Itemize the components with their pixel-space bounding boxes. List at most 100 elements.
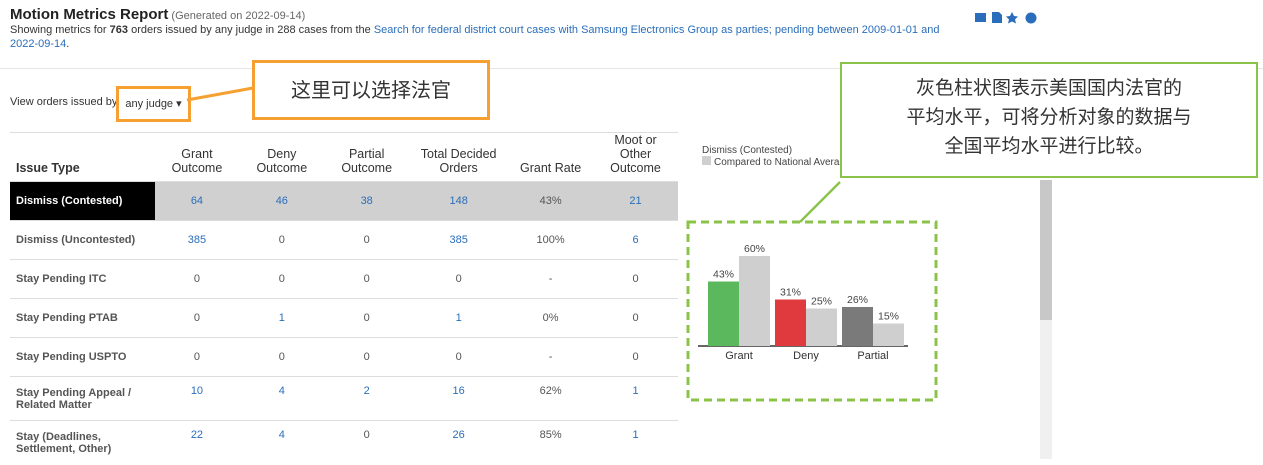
title: Motion Metrics Report (10, 6, 169, 23)
value-label: 31% (780, 287, 801, 299)
column-header: Grant Rate (508, 132, 594, 182)
cell: 0 (239, 259, 325, 299)
chart-legend: Dismiss (Contested) Compared to National… (702, 145, 851, 168)
cell[interactable]: 38 (324, 181, 410, 221)
divider (0, 68, 1263, 69)
help-icon[interactable] (1025, 12, 1037, 24)
search-link[interactable]: Search for federal district court cases … (10, 24, 940, 50)
cell: 0 (324, 420, 410, 465)
issue-type: Stay Pending ITC (10, 259, 155, 299)
cell[interactable]: 4 (239, 420, 325, 465)
chart-annotation: 灰色柱状图表示美国国内法官的 平均水平，可将分析对象的数据与 全国平均水平进行比较。 (840, 62, 1258, 178)
column-header: Partial Outcome (324, 132, 410, 182)
value-label: 43% (713, 269, 734, 281)
cell[interactable]: 6 (593, 220, 678, 260)
cell[interactable]: 1 (593, 376, 678, 421)
table-row: Stay Pending Appeal / Related Matter 10 4 2… (10, 376, 678, 421)
cell: 0 (409, 259, 509, 299)
bar-chart: 43% 60% Grant 31% 25% Deny 26% 15% Partial (686, 220, 938, 402)
column-header: Deny Outcome (239, 132, 325, 182)
desc: . (66, 38, 70, 50)
cell: 0 (593, 259, 678, 299)
cell: 62% (508, 376, 594, 421)
cell: 85% (508, 420, 594, 465)
filter-label: View orders issued by (10, 96, 118, 108)
cell: 0 (239, 220, 325, 260)
cell: 0 (324, 298, 410, 338)
cell[interactable]: 10 (154, 376, 240, 421)
cell: 0 (593, 298, 678, 338)
legend-label: Compared to National Average (714, 157, 851, 168)
cell: 100% (508, 220, 594, 260)
cell: - (508, 337, 594, 377)
table-row: Dismiss (Uncontested) 385 0 0 385 100% 6 (10, 220, 678, 260)
connector (186, 86, 254, 102)
column-header: Moot or Other Outcome (593, 132, 678, 182)
dropdown[interactable]: any judge ▾ (116, 86, 191, 122)
bar (806, 308, 837, 346)
cell: 0 (154, 337, 240, 377)
desc: Showing metrics for (10, 24, 107, 36)
mail-icon[interactable] (975, 13, 986, 22)
legend-swatch (702, 156, 711, 165)
count: 763 (109, 24, 129, 36)
generated: (Generated on 2022-09-14) (171, 10, 306, 22)
cell[interactable]: 4 (239, 376, 325, 421)
cell[interactable]: 64 (154, 181, 240, 221)
cell: - (508, 259, 594, 299)
metrics-table: Issue Type Grant Outcome Deny Outcome Parti… (10, 132, 678, 465)
doc-icon[interactable] (992, 12, 1002, 23)
cell[interactable]: 16 (409, 376, 509, 421)
category-label: Grant (725, 350, 753, 362)
cell: 0 (324, 259, 410, 299)
scrollbar[interactable] (1040, 180, 1052, 459)
table-row: Stay Pending USPTO 0 0 0 0-0 (10, 337, 678, 377)
column-header: Grant Outcome (154, 132, 240, 182)
cell: 0 (324, 337, 410, 377)
issue-type: Stay Pending PTAB (10, 298, 155, 338)
cell[interactable]: 21 (593, 181, 678, 221)
value-label: 26% (847, 294, 868, 306)
header: Motion Metrics Report (Generated on 2022… (10, 6, 940, 51)
cell[interactable]: 1 (409, 298, 509, 338)
issue-type: Dismiss (Contested) (10, 181, 155, 221)
issue-type: Stay Pending USPTO (10, 337, 155, 377)
cell: 0 (409, 337, 509, 377)
annotation-line: 全国平均水平进行比较。 (944, 135, 1154, 157)
cell[interactable]: 22 (154, 420, 240, 465)
value-label: 15% (878, 311, 899, 323)
cell[interactable]: 1 (239, 298, 325, 338)
annotation-line: 平均水平，可将分析对象的数据与 (906, 106, 1192, 128)
desc: orders issued by any judge in 288 cases … (131, 24, 371, 36)
connector (799, 181, 841, 223)
cell: 0 (154, 259, 240, 299)
cell: 43% (508, 181, 594, 221)
table-row: Stay Pending PTAB 0 1 0 1 0% 0 (10, 298, 678, 338)
chart-title: Dismiss (Contested) (702, 145, 793, 156)
cell[interactable]: 46 (239, 181, 325, 221)
column-header: Total Decided Orders (409, 132, 509, 182)
bar (775, 299, 806, 346)
bar (708, 281, 739, 346)
cell[interactable]: 26 (409, 420, 509, 465)
cell: 0 (154, 298, 240, 338)
cell: 0 (593, 337, 678, 377)
issue-type: Stay (Deadlines, Settlement, Other) (10, 420, 155, 465)
cell[interactable]: 148 (409, 181, 509, 221)
icons (975, 12, 1037, 24)
judge-annotation: 这里可以选择法官 (252, 60, 490, 120)
cell[interactable]: 385 (154, 220, 240, 260)
annotation-line: 灰色柱状图表示美国国内法官的 (915, 77, 1182, 99)
star-icon[interactable] (1006, 12, 1018, 24)
cell: 0 (239, 337, 325, 377)
cell[interactable]: 2 (324, 376, 410, 421)
category-label: Partial (857, 350, 888, 362)
bar (873, 323, 904, 346)
dropdown-text: any judge (125, 98, 174, 110)
issue-type: Dismiss (Uncontested) (10, 220, 155, 260)
bar (739, 256, 770, 346)
cell[interactable]: 385 (409, 220, 509, 260)
cell[interactable]: 1 (593, 420, 678, 465)
cell: 0% (508, 298, 594, 338)
